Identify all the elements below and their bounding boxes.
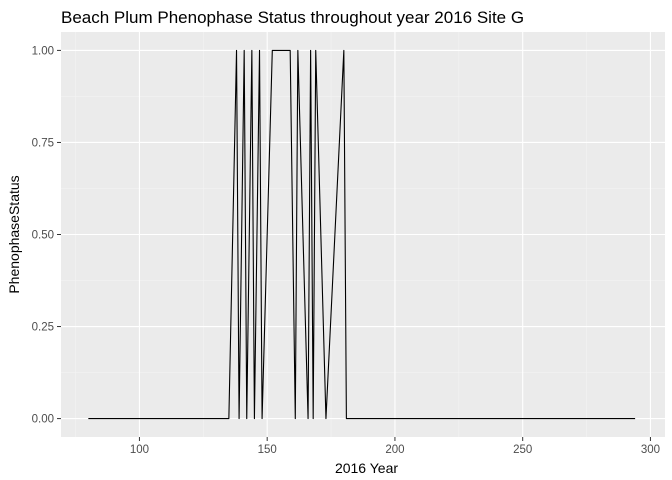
chart-title: Beach Plum Phenophase Status throughout … (61, 8, 524, 27)
tick-labels: 100 150 200 250 300 0.00 0.25 0.50 0.75 1.00 (32, 45, 660, 456)
y-tick-label: 1.00 (32, 45, 54, 57)
x-tick-label: 250 (513, 444, 532, 456)
y-tick-label: 0.50 (32, 230, 54, 242)
axis-ticks (57, 49, 651, 441)
y-tick-label: 0.25 (32, 322, 54, 334)
x-tick-label: 150 (258, 444, 277, 456)
series-line (88, 49, 636, 420)
x-axis-title: 2016 Year (335, 460, 398, 476)
data-series (88, 49, 636, 420)
x-tick-label: 100 (130, 444, 149, 456)
y-tick-label: 0.00 (32, 414, 54, 426)
x-tick-label: 200 (385, 444, 404, 456)
y-tick-label: 0.75 (32, 137, 54, 149)
x-tick-label: 300 (641, 444, 660, 456)
y-axis-title: PhenophaseStatus (6, 175, 22, 293)
